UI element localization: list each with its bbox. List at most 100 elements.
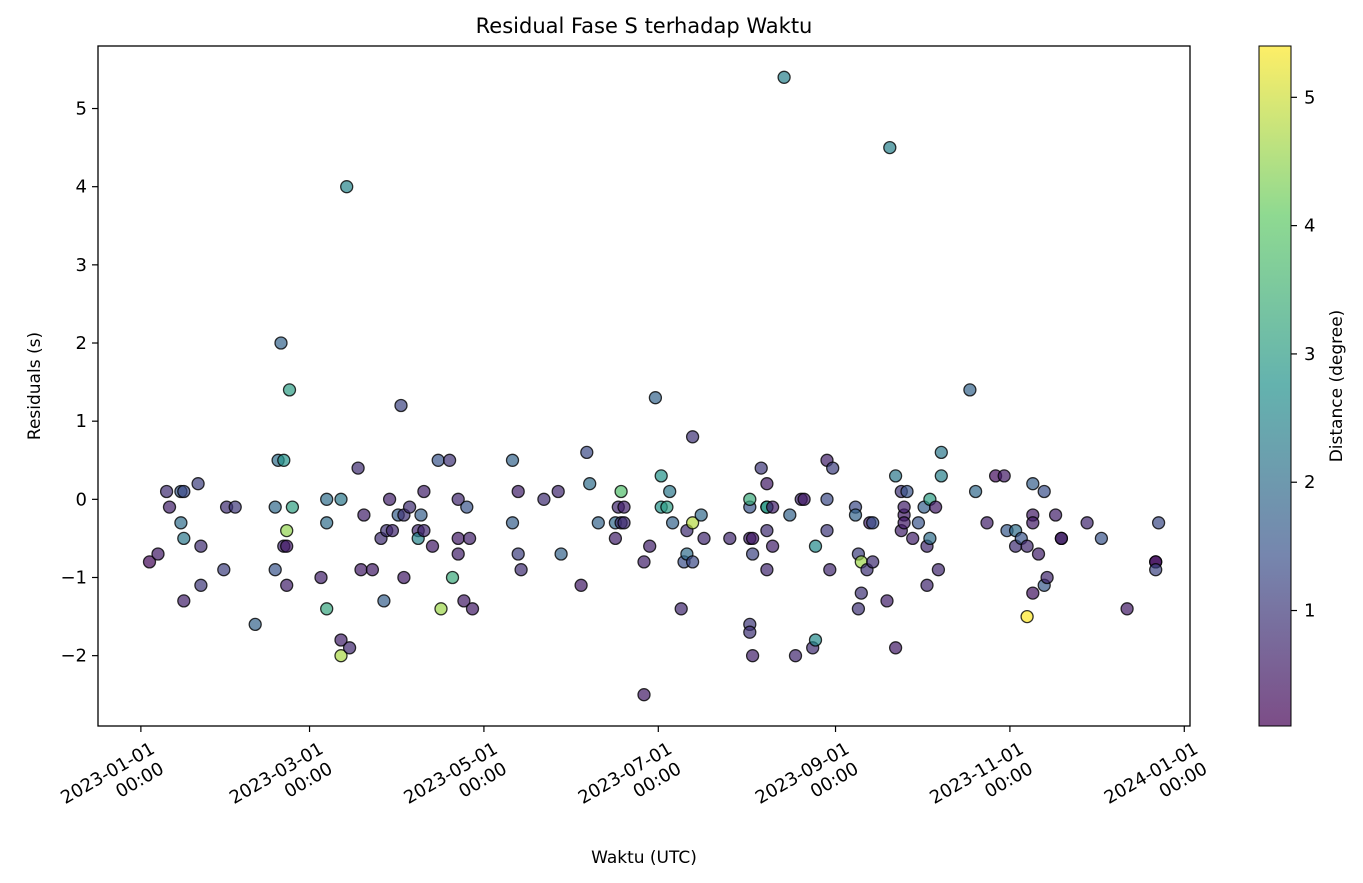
- data-point: [685, 555, 700, 569]
- data-point: [928, 500, 943, 514]
- data-point: [511, 484, 525, 499]
- data-point: [377, 594, 391, 608]
- x-tick-label: 2023-01-0100:00: [57, 738, 169, 828]
- data-point: [1026, 477, 1040, 491]
- y-tick-label: 1: [76, 411, 87, 432]
- data-point: [1026, 586, 1040, 600]
- data-point: [394, 398, 408, 413]
- data-point: [777, 70, 791, 84]
- data-point: [1094, 531, 1109, 546]
- data-point: [511, 547, 525, 561]
- data-point: [968, 484, 983, 499]
- data-point: [934, 445, 948, 460]
- data-point: [866, 555, 880, 569]
- data-point: [451, 492, 465, 506]
- data-point: [385, 523, 400, 538]
- data-point: [574, 578, 588, 592]
- x-axis-label: Waktu (UTC): [591, 848, 697, 868]
- data-point: [445, 570, 460, 585]
- data-point: [280, 578, 294, 592]
- data-point: [637, 555, 651, 569]
- data-point: [674, 602, 688, 616]
- data-point: [745, 649, 760, 663]
- data-point: [911, 516, 926, 530]
- data-point: [1054, 531, 1069, 546]
- data-point: [340, 180, 354, 194]
- data-point: [1151, 516, 1166, 530]
- data-point: [274, 336, 288, 350]
- data-point: [442, 453, 457, 467]
- data-point: [431, 453, 445, 467]
- data-point: [826, 461, 840, 475]
- colorbar-tick-label: 5: [1304, 87, 1315, 108]
- data-point: [723, 531, 737, 546]
- colorbar-gradient: [1258, 45, 1292, 727]
- data-point: [851, 602, 866, 616]
- data-point: [320, 602, 334, 616]
- y-tick-label: 0: [76, 489, 87, 510]
- data-point: [514, 563, 528, 577]
- data-point: [191, 477, 205, 491]
- data-point: [402, 500, 417, 514]
- plot-frame: [97, 45, 1191, 727]
- data-point: [177, 484, 191, 499]
- data-point: [285, 500, 300, 514]
- data-point: [382, 492, 397, 506]
- data-point: [663, 484, 677, 499]
- data-point: [334, 492, 348, 506]
- data-point: [194, 539, 208, 553]
- chart-title: Residual Fase S terhadap Waktu: [476, 14, 813, 38]
- data-point: [880, 594, 894, 608]
- data-point: [614, 484, 628, 499]
- data-point: [277, 453, 291, 467]
- y-axis: −2 −1 0 1 2 3 4 5: [60, 99, 98, 667]
- data-point: [351, 461, 365, 475]
- y-axis-label: Residuals (s): [25, 332, 45, 440]
- data-point: [963, 383, 977, 397]
- data-point: [866, 516, 880, 530]
- data-point: [1120, 602, 1134, 616]
- data-point: [685, 430, 700, 444]
- data-point: [268, 563, 282, 577]
- data-point: [280, 539, 294, 553]
- data-point: [765, 500, 780, 514]
- data-point: [783, 508, 797, 522]
- data-point: [854, 586, 868, 600]
- data-point: [248, 617, 262, 632]
- data-point: [465, 602, 480, 616]
- data-point: [934, 469, 948, 483]
- data-point: [505, 516, 520, 530]
- x-tick-label: 2023-09-0100:00: [752, 738, 864, 828]
- data-point: [931, 563, 946, 577]
- data-point: [797, 492, 811, 506]
- data-point: [268, 500, 282, 514]
- data-point: [980, 516, 994, 530]
- data-point: [357, 508, 371, 522]
- data-point: [808, 633, 823, 647]
- colorbar-tick-label: 2: [1304, 472, 1315, 493]
- data-point: [685, 516, 700, 530]
- data-point: [923, 531, 937, 546]
- data-point: [462, 531, 477, 546]
- data-point: [883, 140, 897, 155]
- data-point: [354, 563, 368, 577]
- data-point: [820, 492, 834, 506]
- data-point: [554, 547, 568, 561]
- data-point: [694, 508, 708, 522]
- y-tick-label: 4: [76, 177, 87, 198]
- data-point: [765, 539, 780, 553]
- data-point: [583, 477, 597, 491]
- data-point: [745, 547, 760, 561]
- x-tick-label: 2024-01-0100:00: [1101, 738, 1213, 828]
- data-point: [451, 531, 465, 546]
- data-point: [920, 578, 934, 592]
- data-point: [282, 383, 297, 397]
- data-point: [177, 531, 191, 546]
- data-point: [417, 484, 431, 499]
- y-tick-label: 3: [76, 255, 87, 276]
- data-point: [505, 453, 520, 467]
- colorbar: 1 2 3 4 5 Distance (degree): [1258, 45, 1347, 727]
- data-point: [228, 500, 242, 514]
- data-point: [997, 469, 1011, 483]
- data-point: [848, 508, 863, 522]
